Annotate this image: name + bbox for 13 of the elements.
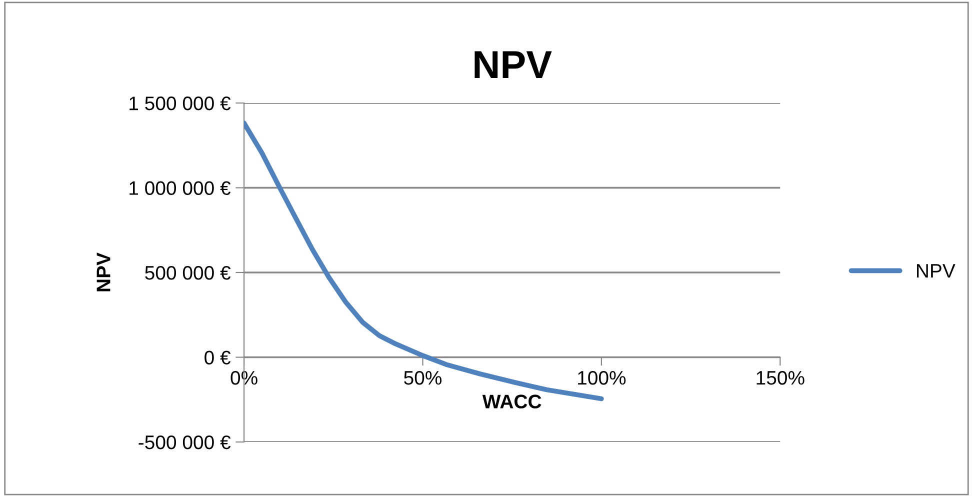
y-tick-label: 500 000 € — [145, 266, 231, 280]
x-tick-label: 50% — [404, 370, 442, 385]
legend-label: NPV — [917, 264, 956, 278]
y-tick-label: 1 000 000 € — [130, 181, 231, 196]
y-axis-title: NPV — [96, 252, 110, 292]
x-tick-label: 0% — [230, 370, 258, 385]
chart-title: NPV — [474, 51, 552, 78]
y-tick-label: -500 000 € — [138, 435, 231, 450]
x-tick-label: 100% — [578, 370, 626, 385]
x-axis-title: WACC — [482, 394, 542, 408]
y-tick-label: 0 € — [204, 350, 231, 364]
y-tick-label: 1 500 000 € — [130, 96, 231, 110]
x-tick-label: 150% — [756, 370, 804, 385]
